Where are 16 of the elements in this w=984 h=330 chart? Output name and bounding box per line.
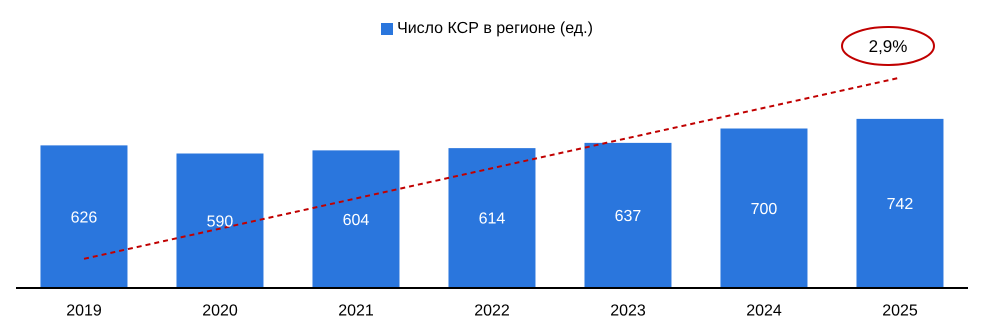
- x-tick-label: 2023: [610, 302, 646, 320]
- x-tick-label: 2025: [882, 302, 918, 320]
- x-tick-label: 2022: [474, 302, 510, 320]
- data-label: 590: [206, 213, 234, 230]
- data-label: 700: [750, 200, 778, 218]
- x-tick-label: 2019: [66, 302, 102, 320]
- legend-label: Число КСР в регионе (ед.): [397, 20, 593, 37]
- x-tick-label: 2020: [202, 302, 238, 320]
- text: 2,9%: [868, 37, 908, 56]
- x-tick-label: 2021: [338, 302, 374, 320]
- data-label: 604: [342, 212, 370, 229]
- x-tick-label: 2024: [746, 302, 782, 320]
- data-label: 614: [478, 210, 506, 228]
- data-label: 637: [614, 208, 642, 226]
- data-label: 626: [70, 209, 98, 226]
- data-label: 742: [886, 196, 914, 214]
